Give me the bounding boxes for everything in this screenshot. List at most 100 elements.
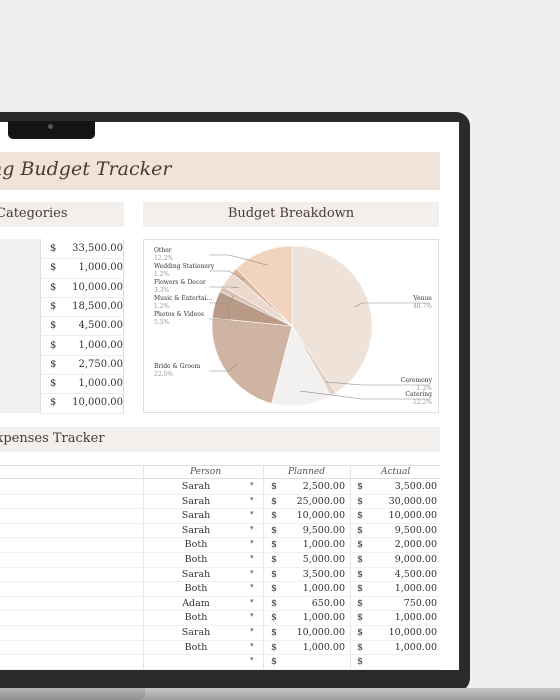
person-dropdown[interactable]: Sarah: [181, 495, 211, 507]
expense-row[interactable]: Both ▾ $1,000.00 $1,000.00: [0, 640, 440, 656]
chevron-down-icon[interactable]: ▾: [250, 567, 254, 576]
person-dropdown[interactable]: Both: [184, 612, 208, 624]
chevron-down-icon[interactable]: ▾: [250, 480, 254, 488]
chevron-down-icon[interactable]: ▾: [250, 582, 254, 591]
slice-percent-label: 1.2%: [417, 385, 433, 392]
currency-symbol: $: [50, 243, 57, 254]
planned-amount[interactable]: 1,000.00: [302, 612, 345, 624]
actual-amount[interactable]: 9,000.00: [394, 554, 437, 565]
planned-amount[interactable]: 5,000.00: [302, 554, 345, 565]
person-dropdown[interactable]: Adam: [182, 597, 210, 609]
category-amount: 10,000.00: [72, 281, 123, 293]
currency-symbol: $: [271, 656, 278, 668]
expense-row[interactable]: Both ▾ $5,000.00 $9,000.00: [0, 552, 440, 568]
leader-line: [300, 390, 430, 400]
slice-label: Music & Entertai…: [154, 295, 213, 302]
spreadsheet-screen: ng Budget Tracker Categories Budget Brea…: [0, 122, 459, 670]
expenses-header-row: Person Planned Actual: [0, 465, 440, 479]
category-row[interactable]: $4,500.00: [40, 316, 124, 337]
currency-symbol: $: [357, 641, 364, 653]
actual-amount[interactable]: 1,000.00: [394, 612, 437, 624]
chevron-down-icon[interactable]: ▾: [250, 523, 254, 532]
person-dropdown[interactable]: Sarah: [181, 627, 211, 638]
currency-symbol: $: [50, 320, 57, 332]
column-header-actual: Actual: [381, 467, 411, 477]
person-dropdown[interactable]: Both: [184, 641, 208, 653]
slice-label: Bride & Groom: [154, 363, 201, 370]
camera-icon: [48, 124, 53, 129]
planned-amount[interactable]: 1,000.00: [302, 539, 345, 551]
category-row[interactable]: $1,000.00: [40, 258, 124, 279]
planned-amount[interactable]: 10,000.00: [296, 510, 345, 522]
expense-row[interactable]: Sarah ▾ $10,000.00 $10,000.00: [0, 508, 440, 524]
expense-row[interactable]: Sarah ▾ $9,500.00 $9,500.00: [0, 523, 440, 539]
currency-symbol: $: [271, 554, 278, 565]
planned-amount[interactable]: 3,500.00: [302, 568, 345, 580]
currency-symbol: $: [271, 597, 278, 609]
expense-row[interactable]: Sarah ▾ $3,500.00 $4,500.00: [0, 567, 440, 583]
category-row[interactable]: $10,000.00: [40, 278, 124, 298]
category-row[interactable]: $33,500.00: [40, 239, 124, 260]
column-header-planned: Planned: [288, 467, 325, 477]
expense-row[interactable]: Sarah ▾ $25,000.00 $30,000.00: [0, 494, 440, 510]
expense-row[interactable]: Both ▾ $1,000.00 $1,000.00: [0, 610, 440, 626]
actual-amount[interactable]: 10,000.00: [388, 510, 437, 522]
expense-row[interactable]: Adam ▾ $650.00 $750.00: [0, 596, 440, 612]
category-row[interactable]: $1,000.00: [40, 374, 124, 395]
actual-amount[interactable]: 30,000.00: [388, 495, 437, 507]
person-dropdown[interactable]: Both: [184, 554, 208, 565]
currency-symbol: $: [50, 281, 57, 293]
planned-amount[interactable]: 1,000.00: [302, 583, 345, 595]
category-row[interactable]: $10,000.00: [40, 393, 124, 414]
planned-amount[interactable]: 9,500.00: [302, 524, 345, 536]
person-dropdown[interactable]: Sarah: [181, 568, 211, 580]
actual-amount[interactable]: 1,000.00: [394, 583, 437, 595]
planned-amount[interactable]: 1,000.00: [302, 641, 345, 653]
planned-amount[interactable]: 2,500.00: [302, 481, 345, 492]
expense-row[interactable]: Sarah ▾ $2,500.00 $3,500.00: [0, 479, 440, 495]
category-amount: 4,500.00: [78, 320, 123, 332]
actual-amount[interactable]: 4,500.00: [394, 568, 437, 580]
planned-amount[interactable]: 10,000.00: [296, 627, 345, 638]
expense-row[interactable]: Both ▾ $1,000.00 $2,000.00: [0, 537, 440, 553]
currency-symbol: $: [271, 612, 278, 624]
leader-line: [209, 295, 235, 304]
category-row[interactable]: $1,000.00: [40, 336, 124, 356]
pie-slice: [271, 325, 332, 407]
slice-label: Venue: [412, 295, 432, 302]
planned-amount[interactable]: 650.00: [311, 597, 345, 609]
expense-row[interactable]: ▾ $ $: [0, 654, 440, 670]
category-row[interactable]: $2,750.00: [40, 355, 124, 376]
actual-amount[interactable]: 750.00: [403, 597, 437, 609]
actual-amount[interactable]: 2,000.00: [394, 539, 437, 551]
title-bar: ng Budget Tracker: [0, 152, 440, 190]
person-dropdown[interactable]: Both: [184, 583, 208, 595]
planned-amount[interactable]: 25,000.00: [296, 495, 345, 507]
person-dropdown[interactable]: Sarah: [181, 481, 211, 492]
chevron-down-icon[interactable]: ▾: [250, 509, 254, 518]
chevron-down-icon[interactable]: ▾: [250, 626, 254, 634]
chevron-down-icon[interactable]: ▾: [250, 538, 254, 547]
chevron-down-icon[interactable]: ▾: [250, 640, 254, 649]
person-dropdown[interactable]: Both: [184, 539, 208, 551]
chevron-down-icon[interactable]: ▾: [250, 494, 254, 503]
leader-line: [209, 254, 268, 266]
actual-amount[interactable]: 3,500.00: [394, 481, 437, 492]
category-amount: 1,000.00: [78, 378, 123, 390]
chevron-down-icon[interactable]: ▾: [250, 655, 254, 664]
currency-symbol: $: [357, 597, 364, 609]
person-dropdown[interactable]: Sarah: [181, 510, 211, 522]
chevron-down-icon[interactable]: ▾: [250, 596, 254, 605]
actual-amount[interactable]: 9,500.00: [394, 524, 437, 536]
chevron-down-icon[interactable]: ▾: [250, 553, 254, 561]
chevron-down-icon[interactable]: ▾: [250, 611, 254, 620]
expense-row[interactable]: Sarah ▾ $10,000.00 $10,000.00: [0, 625, 440, 641]
leader-line: [209, 308, 230, 320]
expense-row[interactable]: Both ▾ $1,000.00 $1,000.00: [0, 581, 440, 597]
person-dropdown[interactable]: Sarah: [181, 524, 211, 536]
actual-amount[interactable]: 10,000.00: [388, 627, 437, 638]
category-row[interactable]: $18,500.00: [40, 297, 124, 318]
actual-amount[interactable]: 1,000.00: [394, 641, 437, 653]
slice-percent-label: 1.2%: [154, 271, 170, 278]
currency-symbol: $: [271, 481, 278, 492]
